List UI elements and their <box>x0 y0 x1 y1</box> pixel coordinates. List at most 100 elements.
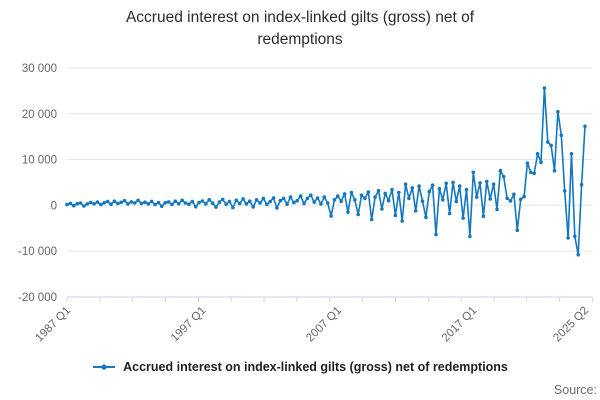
data-point-marker[interactable] <box>95 200 100 204</box>
data-point-marker[interactable] <box>319 202 323 206</box>
data-point-marker[interactable] <box>508 199 513 203</box>
data-point-marker[interactable] <box>82 204 86 208</box>
data-point-marker[interactable] <box>353 198 357 202</box>
data-point-marker[interactable] <box>146 202 151 206</box>
data-point-marker[interactable] <box>170 202 174 207</box>
data-point-marker[interactable] <box>302 201 306 206</box>
data-point-marker[interactable] <box>549 143 553 148</box>
data-point-marker[interactable] <box>410 186 415 190</box>
data-point-marker[interactable] <box>529 170 533 175</box>
data-point-marker[interactable] <box>437 187 442 191</box>
data-point-marker[interactable] <box>68 201 73 206</box>
data-point-marker[interactable] <box>505 196 509 201</box>
data-point-marker[interactable] <box>231 205 235 210</box>
data-point-marker[interactable] <box>75 201 79 206</box>
data-point-marker[interactable] <box>434 232 438 237</box>
data-point-marker[interactable] <box>92 202 96 206</box>
data-point-marker[interactable] <box>261 196 266 201</box>
data-point-marker[interactable] <box>413 209 418 213</box>
data-point-marker[interactable] <box>298 194 303 198</box>
data-point-marker[interactable] <box>248 199 252 203</box>
data-point-marker[interactable] <box>234 198 239 203</box>
data-point-marker[interactable] <box>542 86 547 90</box>
data-point-marker[interactable] <box>346 210 350 214</box>
data-point-marker[interactable] <box>251 205 255 209</box>
data-point-marker[interactable] <box>566 236 570 240</box>
legend[interactable]: Accrued interest on index-linked gilts (… <box>0 360 600 374</box>
data-point-marker[interactable] <box>427 189 432 194</box>
data-point-marker[interactable] <box>474 195 479 199</box>
data-point-marker[interactable] <box>190 199 195 204</box>
data-point-marker[interactable] <box>268 199 272 204</box>
data-point-marker[interactable] <box>383 191 388 196</box>
data-point-marker[interactable] <box>78 201 83 205</box>
data-point-marker[interactable] <box>336 194 340 198</box>
data-point-marker[interactable] <box>325 201 330 205</box>
data-point-marker[interactable] <box>579 182 584 187</box>
data-point-marker[interactable] <box>525 161 530 165</box>
data-point-marker[interactable] <box>288 195 293 199</box>
data-point-marker[interactable] <box>390 187 394 192</box>
data-point-marker[interactable] <box>265 202 269 207</box>
data-point-marker[interactable] <box>309 193 313 197</box>
data-point-marker[interactable] <box>129 200 134 204</box>
data-point-marker[interactable] <box>258 201 262 205</box>
data-point-marker[interactable] <box>156 200 161 205</box>
data-point-marker[interactable] <box>461 216 465 220</box>
data-point-marker[interactable] <box>454 199 459 204</box>
data-point-marker[interactable] <box>305 196 310 201</box>
data-point-marker[interactable] <box>102 201 106 205</box>
data-point-marker[interactable] <box>136 198 140 203</box>
data-point-marker[interactable] <box>457 184 462 188</box>
data-point-marker[interactable] <box>180 198 184 203</box>
data-point-marker[interactable] <box>295 198 300 203</box>
data-point-marker[interactable] <box>491 182 496 186</box>
data-point-marker[interactable] <box>420 199 425 203</box>
data-point-marker[interactable] <box>359 193 364 197</box>
data-point-marker[interactable] <box>329 214 333 218</box>
data-point-marker[interactable] <box>512 192 516 197</box>
data-point-marker[interactable] <box>583 124 587 129</box>
data-point-marker[interactable] <box>380 207 384 211</box>
data-point-marker[interactable] <box>532 171 536 176</box>
data-point-marker[interactable] <box>356 212 361 217</box>
data-point-marker[interactable] <box>143 200 147 204</box>
data-point-marker[interactable] <box>430 183 435 187</box>
data-point-marker[interactable] <box>227 199 232 204</box>
data-point-marker[interactable] <box>220 197 225 202</box>
data-point-marker[interactable] <box>244 202 249 206</box>
data-point-marker[interactable] <box>88 200 93 205</box>
data-point-marker[interactable] <box>424 215 428 219</box>
data-point-marker[interactable] <box>163 201 167 205</box>
data-point-marker[interactable] <box>464 187 469 192</box>
data-point-marker[interactable] <box>539 160 543 164</box>
data-point-marker[interactable] <box>176 201 181 206</box>
data-point-marker[interactable] <box>339 199 344 203</box>
data-point-marker[interactable] <box>376 188 381 193</box>
data-point-marker[interactable] <box>322 195 327 199</box>
data-point-marker[interactable] <box>481 214 486 219</box>
data-point-marker[interactable] <box>451 180 455 185</box>
data-point-marker[interactable] <box>187 202 191 206</box>
data-point-marker[interactable] <box>183 201 188 205</box>
data-point-marker[interactable] <box>214 205 218 209</box>
data-point-marker[interactable] <box>312 200 317 204</box>
data-point-marker[interactable] <box>397 190 401 195</box>
data-point-marker[interactable] <box>193 204 198 209</box>
data-point-marker[interactable] <box>149 199 154 204</box>
data-point-marker[interactable] <box>478 181 482 185</box>
data-point-marker[interactable] <box>224 202 228 206</box>
data-point-marker[interactable] <box>173 199 178 203</box>
data-point-marker[interactable] <box>573 234 577 239</box>
data-point-marker[interactable] <box>366 190 371 194</box>
data-point-marker[interactable] <box>85 202 90 206</box>
data-point-marker[interactable] <box>444 181 449 186</box>
data-point-marker[interactable] <box>207 198 211 202</box>
data-point-marker[interactable] <box>109 202 113 206</box>
data-point-marker[interactable] <box>363 196 367 201</box>
data-point-marker[interactable] <box>153 202 157 207</box>
data-point-marker[interactable] <box>576 252 580 257</box>
data-point-marker[interactable] <box>349 190 354 195</box>
data-point-marker[interactable] <box>488 197 493 201</box>
data-point-marker[interactable] <box>407 196 411 201</box>
